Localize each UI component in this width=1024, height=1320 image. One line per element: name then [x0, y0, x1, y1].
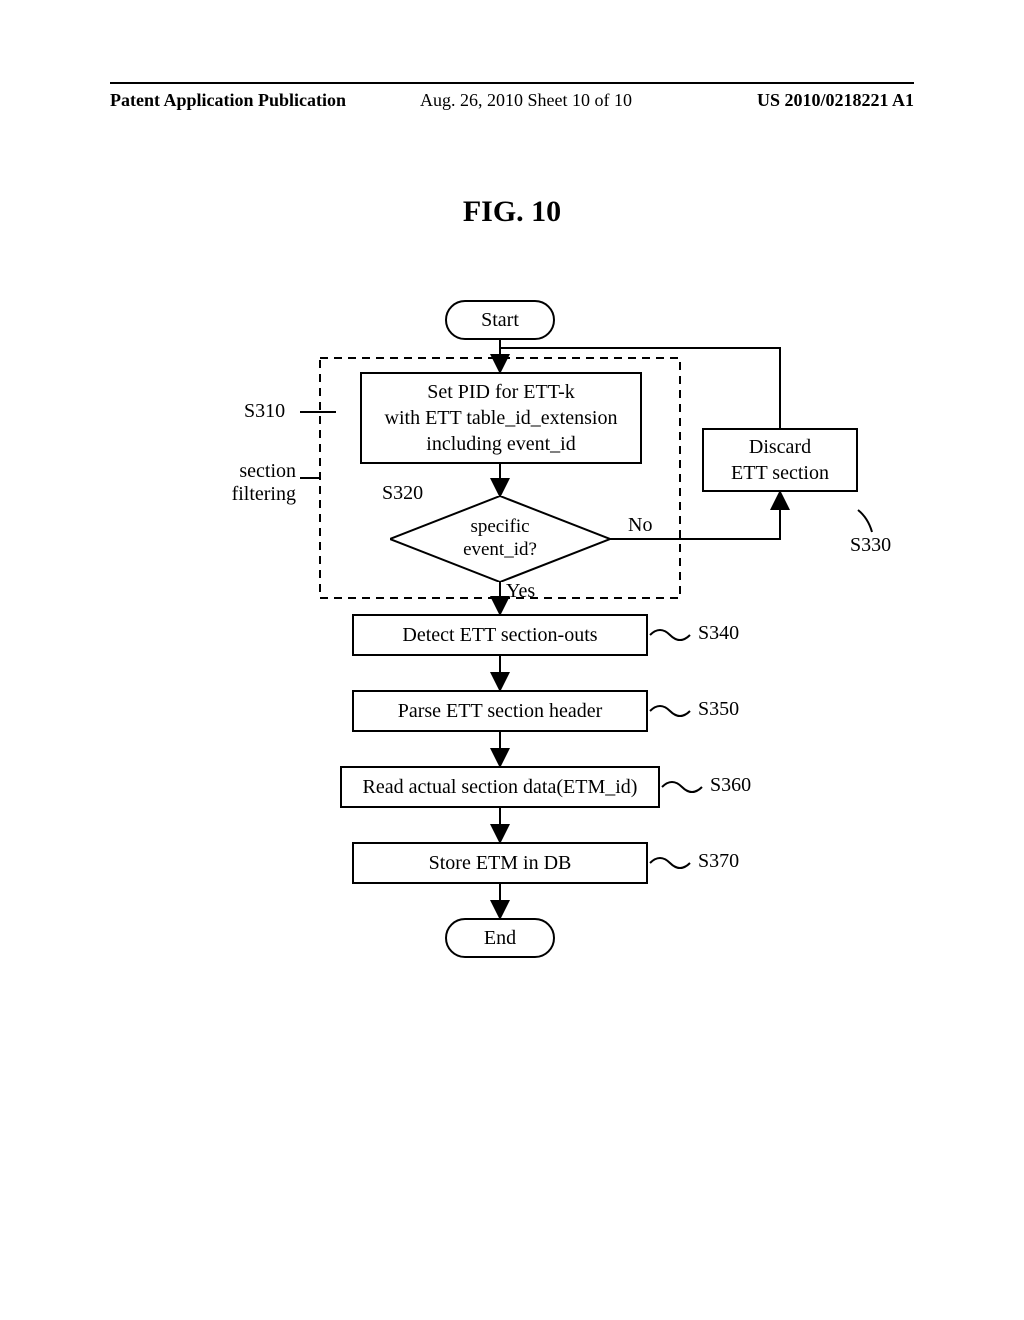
- node-s350: Parse ETT section header: [352, 690, 648, 732]
- node-s340-label: Detect ETT section-outs: [402, 622, 597, 648]
- step-label-s330: S330: [850, 534, 891, 557]
- node-s340: Detect ETT section-outs: [352, 614, 648, 656]
- edge-label-no: No: [628, 514, 652, 537]
- node-s360-label: Read actual section data(ETM_id): [363, 774, 638, 800]
- node-start-label: Start: [481, 309, 519, 332]
- step-label-s310: S310: [244, 400, 285, 423]
- node-s360: Read actual section data(ETM_id): [340, 766, 660, 808]
- edge-label-yes: Yes: [506, 580, 535, 603]
- node-s370-label: Store ETM in DB: [429, 850, 572, 876]
- step-label-s360: S360: [710, 774, 751, 797]
- figure-title: FIG. 10: [0, 195, 1024, 229]
- header-right: US 2010/0218221 A1: [757, 90, 914, 111]
- flowchart: Start Set PID for ETT-kwith ETT table_id…: [0, 300, 1024, 1000]
- node-s310: Set PID for ETT-kwith ETT table_id_exten…: [360, 372, 642, 464]
- node-s370: Store ETM in DB: [352, 842, 648, 884]
- step-label-s320: S320: [382, 482, 423, 505]
- header-mid: Aug. 26, 2010 Sheet 10 of 10: [420, 90, 632, 111]
- node-s320: specificevent_id?: [390, 496, 610, 582]
- step-label-s340: S340: [698, 622, 739, 645]
- header-rule: [110, 82, 914, 84]
- node-start: Start: [445, 300, 555, 340]
- side-label-section-filtering: sectionfiltering: [210, 460, 296, 506]
- node-s350-label: Parse ETT section header: [398, 698, 603, 724]
- node-s310-label: Set PID for ETT-kwith ETT table_id_exten…: [385, 379, 618, 457]
- node-end: End: [445, 918, 555, 958]
- step-label-s370: S370: [698, 850, 739, 873]
- node-s330: DiscardETT section: [702, 428, 858, 492]
- node-s330-label: DiscardETT section: [731, 434, 829, 486]
- header-left: Patent Application Publication: [110, 90, 346, 111]
- node-end-label: End: [484, 927, 516, 950]
- step-label-s350: S350: [698, 698, 739, 721]
- node-s320-label: specificevent_id?: [390, 516, 610, 562]
